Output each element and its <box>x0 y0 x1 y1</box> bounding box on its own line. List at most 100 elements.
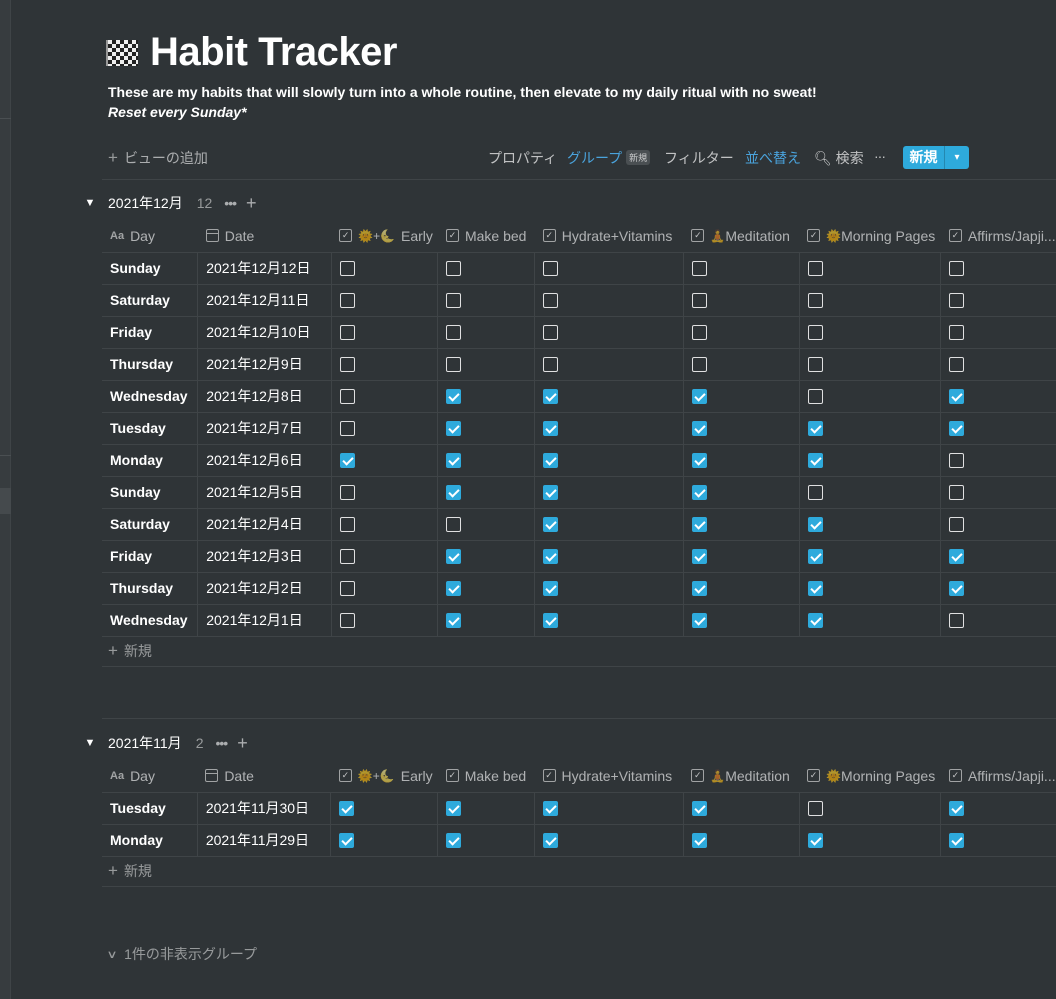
morning-pages-checkbox[interactable] <box>807 357 823 373</box>
meditation-checkbox[interactable] <box>691 453 707 469</box>
morning-pages-checkbox[interactable] <box>807 325 823 341</box>
day-cell[interactable]: Tuesday <box>102 411 198 444</box>
early-checkbox[interactable] <box>339 801 355 817</box>
chevron-down-icon[interactable]: ▾ <box>954 152 960 163</box>
make-bed-checkbox[interactable] <box>446 389 462 405</box>
date-cell[interactable]: 2021年12月2日 <box>197 571 332 604</box>
date-cell[interactable]: 2021年12月1日 <box>197 603 332 637</box>
affirms-checkbox[interactable] <box>949 261 965 277</box>
affirms-checkbox[interactable] <box>949 485 965 501</box>
date-cell[interactable]: 2021年12月12日 <box>197 251 332 284</box>
meditation-checkbox[interactable] <box>691 833 707 849</box>
day-cell[interactable]: Sunday <box>102 475 198 508</box>
early-checkbox[interactable] <box>339 549 355 565</box>
meditation-checkbox[interactable] <box>691 485 707 501</box>
column-header-hydrate[interactable]: ✓ Hydrate+Vitamins <box>535 220 684 252</box>
date-cell[interactable]: 2021年12月5日 <box>197 475 332 508</box>
early-checkbox[interactable] <box>339 581 355 597</box>
morning-pages-checkbox[interactable] <box>807 261 823 277</box>
affirms-checkbox[interactable] <box>949 357 965 373</box>
morning-pages-checkbox[interactable] <box>807 517 823 533</box>
make-bed-checkbox[interactable] <box>446 293 462 309</box>
morning-pages-checkbox[interactable] <box>807 581 823 597</box>
early-checkbox[interactable] <box>339 517 355 533</box>
day-cell[interactable]: Monday <box>102 823 198 857</box>
make-bed-checkbox[interactable] <box>446 613 462 629</box>
make-bed-checkbox[interactable] <box>446 261 462 277</box>
date-cell[interactable]: 2021年12月4日 <box>197 507 332 540</box>
day-cell[interactable]: Saturday <box>102 283 198 316</box>
early-checkbox[interactable] <box>339 357 355 373</box>
hydrate-checkbox[interactable] <box>543 549 559 565</box>
date-cell[interactable]: 2021年12月11日 <box>197 283 332 316</box>
more-icon[interactable]: ••• <box>215 735 228 751</box>
morning-pages-checkbox[interactable] <box>807 801 823 817</box>
affirms-checkbox[interactable] <box>949 421 965 437</box>
affirms-checkbox[interactable] <box>949 801 965 817</box>
meditation-checkbox[interactable] <box>691 613 707 629</box>
make-bed-checkbox[interactable] <box>446 801 462 817</box>
meditation-checkbox[interactable] <box>691 325 707 341</box>
early-checkbox[interactable] <box>339 485 355 501</box>
affirms-checkbox[interactable] <box>949 453 965 469</box>
group-button[interactable]: グループ 新規 <box>567 148 651 168</box>
day-cell[interactable]: Sunday <box>102 251 198 284</box>
morning-pages-checkbox[interactable] <box>807 421 823 437</box>
new-entry-button[interactable]: 新規 ▾ <box>903 146 969 169</box>
column-header-date[interactable]: Date <box>198 220 331 252</box>
column-header-meditation[interactable]: ✓ 🧘 Meditation <box>683 760 799 792</box>
column-header-morning-pages[interactable]: ✓ 🌞 Morning Pages <box>799 760 941 792</box>
date-cell[interactable]: 2021年12月9日 <box>197 347 332 380</box>
make-bed-checkbox[interactable] <box>446 549 462 565</box>
affirms-checkbox[interactable] <box>949 833 965 849</box>
early-checkbox[interactable] <box>339 421 355 437</box>
day-cell[interactable]: Thursday <box>102 571 198 604</box>
column-header-early[interactable]: ✓ 🌞+🌜 Early <box>331 220 438 252</box>
hydrate-checkbox[interactable] <box>543 325 559 341</box>
more-icon[interactable]: ••• <box>224 195 237 211</box>
column-header-affirms[interactable]: ✓ Affirms/Japji... <box>941 760 1056 792</box>
properties-button[interactable]: プロパティ <box>488 150 558 166</box>
early-checkbox[interactable] <box>339 833 355 849</box>
column-header-morning-pages[interactable]: ✓ 🌞 Morning Pages <box>799 220 941 252</box>
day-cell[interactable]: Wednesday <box>102 603 198 637</box>
affirms-checkbox[interactable] <box>949 517 965 533</box>
early-checkbox[interactable] <box>339 261 355 277</box>
affirms-checkbox[interactable] <box>949 389 965 405</box>
meditation-checkbox[interactable] <box>691 581 707 597</box>
plus-icon[interactable]: + <box>237 732 248 753</box>
make-bed-checkbox[interactable] <box>446 325 462 341</box>
column-header-make-bed[interactable]: ✓ Make bed <box>438 760 535 792</box>
collapse-triangle-icon[interactable]: ▼ <box>84 737 96 749</box>
date-cell[interactable]: 2021年12月6日 <box>197 443 332 476</box>
checkered-flag-icon[interactable] <box>106 39 138 66</box>
plus-icon[interactable]: + <box>246 192 257 213</box>
hydrate-checkbox[interactable] <box>543 517 559 533</box>
affirms-checkbox[interactable] <box>949 581 965 597</box>
early-checkbox[interactable] <box>339 453 355 469</box>
hydrate-checkbox[interactable] <box>543 485 559 501</box>
hydrate-checkbox[interactable] <box>543 801 559 817</box>
day-cell[interactable]: Thursday <box>102 347 198 380</box>
meditation-checkbox[interactable] <box>691 549 707 565</box>
meditation-checkbox[interactable] <box>691 293 707 309</box>
day-cell[interactable]: Friday <box>102 539 198 572</box>
make-bed-checkbox[interactable] <box>446 357 462 373</box>
day-cell[interactable]: Monday <box>102 443 198 476</box>
column-header-day[interactable]: Aa Day <box>110 767 155 784</box>
filter-button[interactable]: フィルター <box>664 150 734 166</box>
meditation-checkbox[interactable] <box>691 389 707 405</box>
hydrate-checkbox[interactable] <box>543 453 559 469</box>
hydrate-checkbox[interactable] <box>543 833 559 849</box>
meditation-checkbox[interactable] <box>691 517 707 533</box>
early-checkbox[interactable] <box>339 613 355 629</box>
make-bed-checkbox[interactable] <box>446 453 462 469</box>
column-header-meditation[interactable]: ✓ 🧘 Meditation <box>683 220 799 252</box>
make-bed-checkbox[interactable] <box>446 517 462 533</box>
affirms-checkbox[interactable] <box>949 325 965 341</box>
hydrate-checkbox[interactable] <box>543 261 559 277</box>
day-cell[interactable]: Tuesday <box>102 791 198 824</box>
morning-pages-checkbox[interactable] <box>807 485 823 501</box>
make-bed-checkbox[interactable] <box>446 485 462 501</box>
meditation-checkbox[interactable] <box>691 801 707 817</box>
